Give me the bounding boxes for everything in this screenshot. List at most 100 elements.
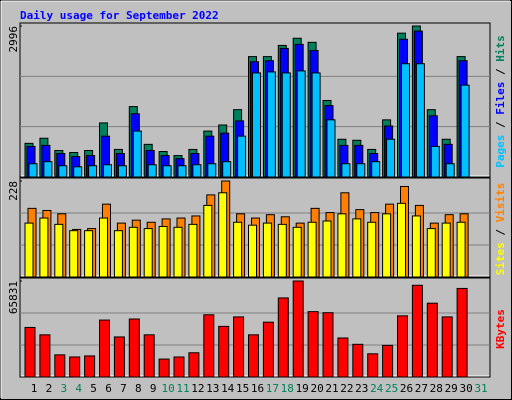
bar <box>113 230 123 278</box>
x-tick-label: 2 <box>46 382 53 395</box>
bar <box>147 164 157 178</box>
x-tick-label: 15 <box>236 382 249 395</box>
bar <box>128 226 138 278</box>
bar <box>426 302 438 378</box>
bar <box>337 213 347 278</box>
x-tick-label: 29 <box>445 382 458 395</box>
bar <box>58 165 68 178</box>
x-tick-label: 9 <box>150 382 157 395</box>
legend-separator: / <box>494 115 507 135</box>
x-tick-label: 21 <box>325 382 338 395</box>
x-tick-label: 14 <box>221 382 235 395</box>
bar <box>322 312 334 378</box>
x-tick-label: 13 <box>206 382 219 395</box>
x-tick-label: 28 <box>430 382 443 395</box>
bar <box>441 316 453 378</box>
bar <box>266 71 276 178</box>
bar <box>39 334 51 378</box>
bar <box>352 343 364 378</box>
bar <box>99 217 108 278</box>
bar <box>192 164 202 178</box>
bar <box>352 218 362 278</box>
bar <box>311 72 321 178</box>
bar <box>132 130 142 178</box>
bar <box>337 337 349 378</box>
x-tick-label: 19 <box>296 382 309 395</box>
y-tick-label: 65831 <box>7 281 20 314</box>
x-tick-label: 18 <box>281 382 294 395</box>
legend: Sites / Visits <box>494 183 507 276</box>
bar <box>84 355 96 378</box>
bar <box>54 354 66 378</box>
bar <box>460 84 470 178</box>
bar <box>456 287 468 378</box>
bar <box>296 70 306 178</box>
bar <box>445 163 455 178</box>
bar <box>73 166 83 178</box>
bar <box>28 163 38 178</box>
x-tick-label: 17 <box>266 382 279 395</box>
bar <box>441 222 451 278</box>
bar <box>69 356 81 378</box>
bar <box>371 161 381 178</box>
bar <box>173 226 183 278</box>
chart-title: Daily usage for September 2022 <box>20 9 219 22</box>
bar <box>307 221 317 278</box>
x-tick-label: 30 <box>459 382 472 395</box>
bar <box>203 204 213 278</box>
bar <box>386 138 396 178</box>
legend: KBytes <box>494 309 507 349</box>
legend-item: Visits <box>494 183 507 223</box>
x-tick-label: 27 <box>415 382 428 395</box>
x-tick-label: 31 <box>474 382 487 395</box>
bar <box>341 163 351 178</box>
bar <box>411 284 423 378</box>
bar <box>401 63 410 178</box>
bar <box>222 161 232 178</box>
bar <box>218 192 228 278</box>
x-tick-label: 4 <box>75 382 82 395</box>
y-tick-label: 228 <box>7 181 20 201</box>
x-tick-label: 1 <box>31 382 38 395</box>
x-tick-label: 16 <box>251 382 264 395</box>
bar <box>158 225 168 278</box>
bar <box>411 215 421 278</box>
bar <box>43 161 53 178</box>
bar <box>203 314 215 378</box>
bar <box>397 202 406 278</box>
legend: Pages / Files / Hits <box>494 35 507 168</box>
x-tick-label: 10 <box>161 382 174 395</box>
legend-item: Sites <box>494 242 507 275</box>
x-tick-label: 26 <box>400 382 413 395</box>
bar <box>177 165 187 178</box>
x-tick-label: 11 <box>176 382 189 395</box>
bar <box>88 165 98 178</box>
bar <box>277 297 289 378</box>
bar <box>281 72 291 178</box>
bar <box>54 223 64 278</box>
bar <box>252 72 261 178</box>
bar <box>382 344 394 378</box>
bar <box>173 356 185 378</box>
bar <box>248 334 259 378</box>
bar <box>262 321 274 378</box>
legend-item: Hits <box>494 35 507 62</box>
bar <box>277 223 287 278</box>
legend-item: Pages <box>494 135 507 168</box>
bar <box>326 119 336 178</box>
x-tick-label: 24 <box>370 382 384 395</box>
bar <box>24 326 36 378</box>
bar <box>292 280 304 378</box>
bar <box>218 325 230 378</box>
bar <box>426 228 436 278</box>
bar <box>430 145 440 178</box>
x-tick-label: 22 <box>340 382 353 395</box>
x-tick-label: 3 <box>60 382 67 395</box>
bar <box>143 228 153 278</box>
bar <box>415 63 425 178</box>
bar <box>237 135 247 178</box>
bar <box>397 315 408 378</box>
bar <box>233 316 245 378</box>
bar <box>162 165 172 178</box>
